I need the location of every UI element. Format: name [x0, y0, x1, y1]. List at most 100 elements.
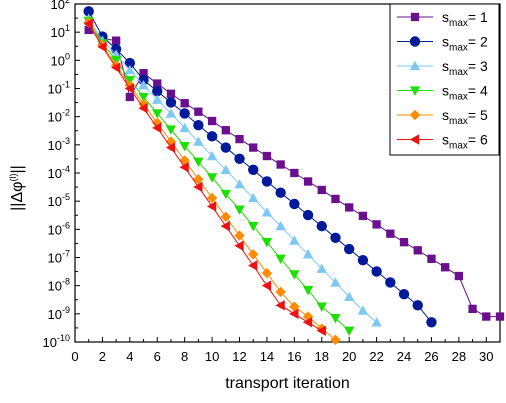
- data-point: [234, 230, 245, 241]
- x-tick-label: 4: [126, 349, 133, 364]
- legend-label: smax= 5: [442, 107, 488, 127]
- data-point: [165, 125, 177, 135]
- data-point: [330, 314, 341, 324]
- data-point: [248, 164, 259, 175]
- y-tick-label: 10-8: [48, 277, 70, 294]
- data-point: [289, 235, 300, 245]
- legend-label: smax= 2: [442, 34, 488, 54]
- data-point: [276, 160, 285, 169]
- data-point: [358, 211, 368, 221]
- data-point: [165, 142, 176, 153]
- legend-entry: smax= 2: [397, 34, 488, 54]
- legend: smax= 1 smax= 2 smax= 3 smax= 4 smax= 5 smax=…: [389, 3, 500, 156]
- series-4: [83, 16, 355, 336]
- data-point: [234, 205, 245, 215]
- x-tick-label: 14: [260, 349, 274, 364]
- data-point: [235, 134, 244, 144]
- data-point: [495, 312, 505, 321]
- data-point: [83, 18, 93, 29]
- data-point: [399, 238, 409, 247]
- legend-entry: smax= 3: [397, 58, 488, 78]
- y-tick-label: 10-7: [48, 249, 70, 266]
- data-point: [289, 301, 300, 312]
- data-point: [248, 221, 259, 232]
- data-point: [206, 173, 218, 183]
- data-point: [152, 86, 163, 97]
- data-point: [426, 317, 437, 328]
- data-point: [385, 277, 396, 288]
- data-point: [386, 229, 395, 238]
- series-1: [84, 25, 505, 321]
- legend-label: smax= 3: [442, 58, 488, 78]
- data-point: [138, 80, 149, 90]
- data-point: [275, 254, 286, 264]
- x-tick-label: 16: [287, 349, 301, 364]
- y-axis-title-sup: (l): [8, 173, 18, 181]
- data-point: [139, 69, 148, 78]
- data-point: [138, 102, 148, 114]
- data-point: [179, 162, 189, 173]
- data-point: [207, 116, 217, 126]
- y-tick-label: 10-5: [48, 192, 70, 209]
- x-tick-label: 24: [397, 349, 411, 364]
- data-point: [138, 92, 149, 103]
- legend-label: smax= 1: [442, 9, 488, 29]
- data-point: [275, 187, 286, 198]
- series-line: [88, 18, 377, 323]
- data-point: [413, 246, 422, 255]
- y-tick-label: 10-3: [48, 136, 70, 153]
- data-point: [343, 326, 355, 336]
- data-point: [330, 232, 341, 244]
- data-point: [330, 334, 341, 345]
- data-point: [398, 288, 410, 300]
- data-point: [249, 143, 258, 152]
- legend-marker: [409, 36, 421, 47]
- x-tick-label: 30: [479, 349, 493, 364]
- data-point: [125, 92, 134, 102]
- data-point: [152, 109, 163, 119]
- data-point: [220, 164, 232, 174]
- data-point: [221, 126, 230, 135]
- data-point: [261, 267, 273, 279]
- legend-marker: [410, 12, 420, 22]
- legend-marker: [409, 86, 421, 96]
- data-point: [206, 150, 218, 161]
- data-point: [261, 176, 273, 187]
- y-tick-label: 102: [51, 0, 70, 12]
- data-point: [372, 220, 381, 229]
- data-point: [316, 220, 327, 232]
- data-point: [220, 189, 232, 200]
- data-point: [302, 249, 314, 259]
- data-point: [193, 157, 204, 167]
- data-point: [331, 194, 340, 204]
- data-point: [261, 280, 272, 291]
- x-tick-label: 18: [315, 349, 329, 364]
- x-tick-label: 0: [71, 349, 78, 364]
- data-point: [289, 308, 299, 320]
- y-tick-label: 10-6: [48, 220, 70, 237]
- data-point: [124, 83, 134, 94]
- data-point: [220, 211, 232, 222]
- data-point: [316, 325, 326, 336]
- data-point: [193, 119, 204, 131]
- data-point: [165, 97, 177, 108]
- legend-entry: smax= 4: [397, 83, 488, 103]
- data-point: [302, 209, 314, 221]
- data-point: [427, 254, 436, 263]
- data-point: [234, 179, 245, 189]
- data-point: [124, 64, 136, 75]
- data-point: [289, 270, 300, 280]
- data-point: [206, 131, 218, 142]
- series-layer: [83, 6, 505, 345]
- data-point: [193, 181, 203, 193]
- x-axis-title: transport iteration: [225, 375, 350, 392]
- legend-marker: [409, 134, 420, 145]
- data-point: [454, 271, 464, 281]
- data-point: [357, 305, 369, 315]
- data-point: [220, 220, 230, 232]
- svg-text:||Δφ(l)||: ||Δφ(l)||: [8, 165, 26, 211]
- data-point: [275, 286, 286, 298]
- x-tick-label: 26: [424, 349, 438, 364]
- y-axis-title-base: ||Δφ: [9, 181, 26, 210]
